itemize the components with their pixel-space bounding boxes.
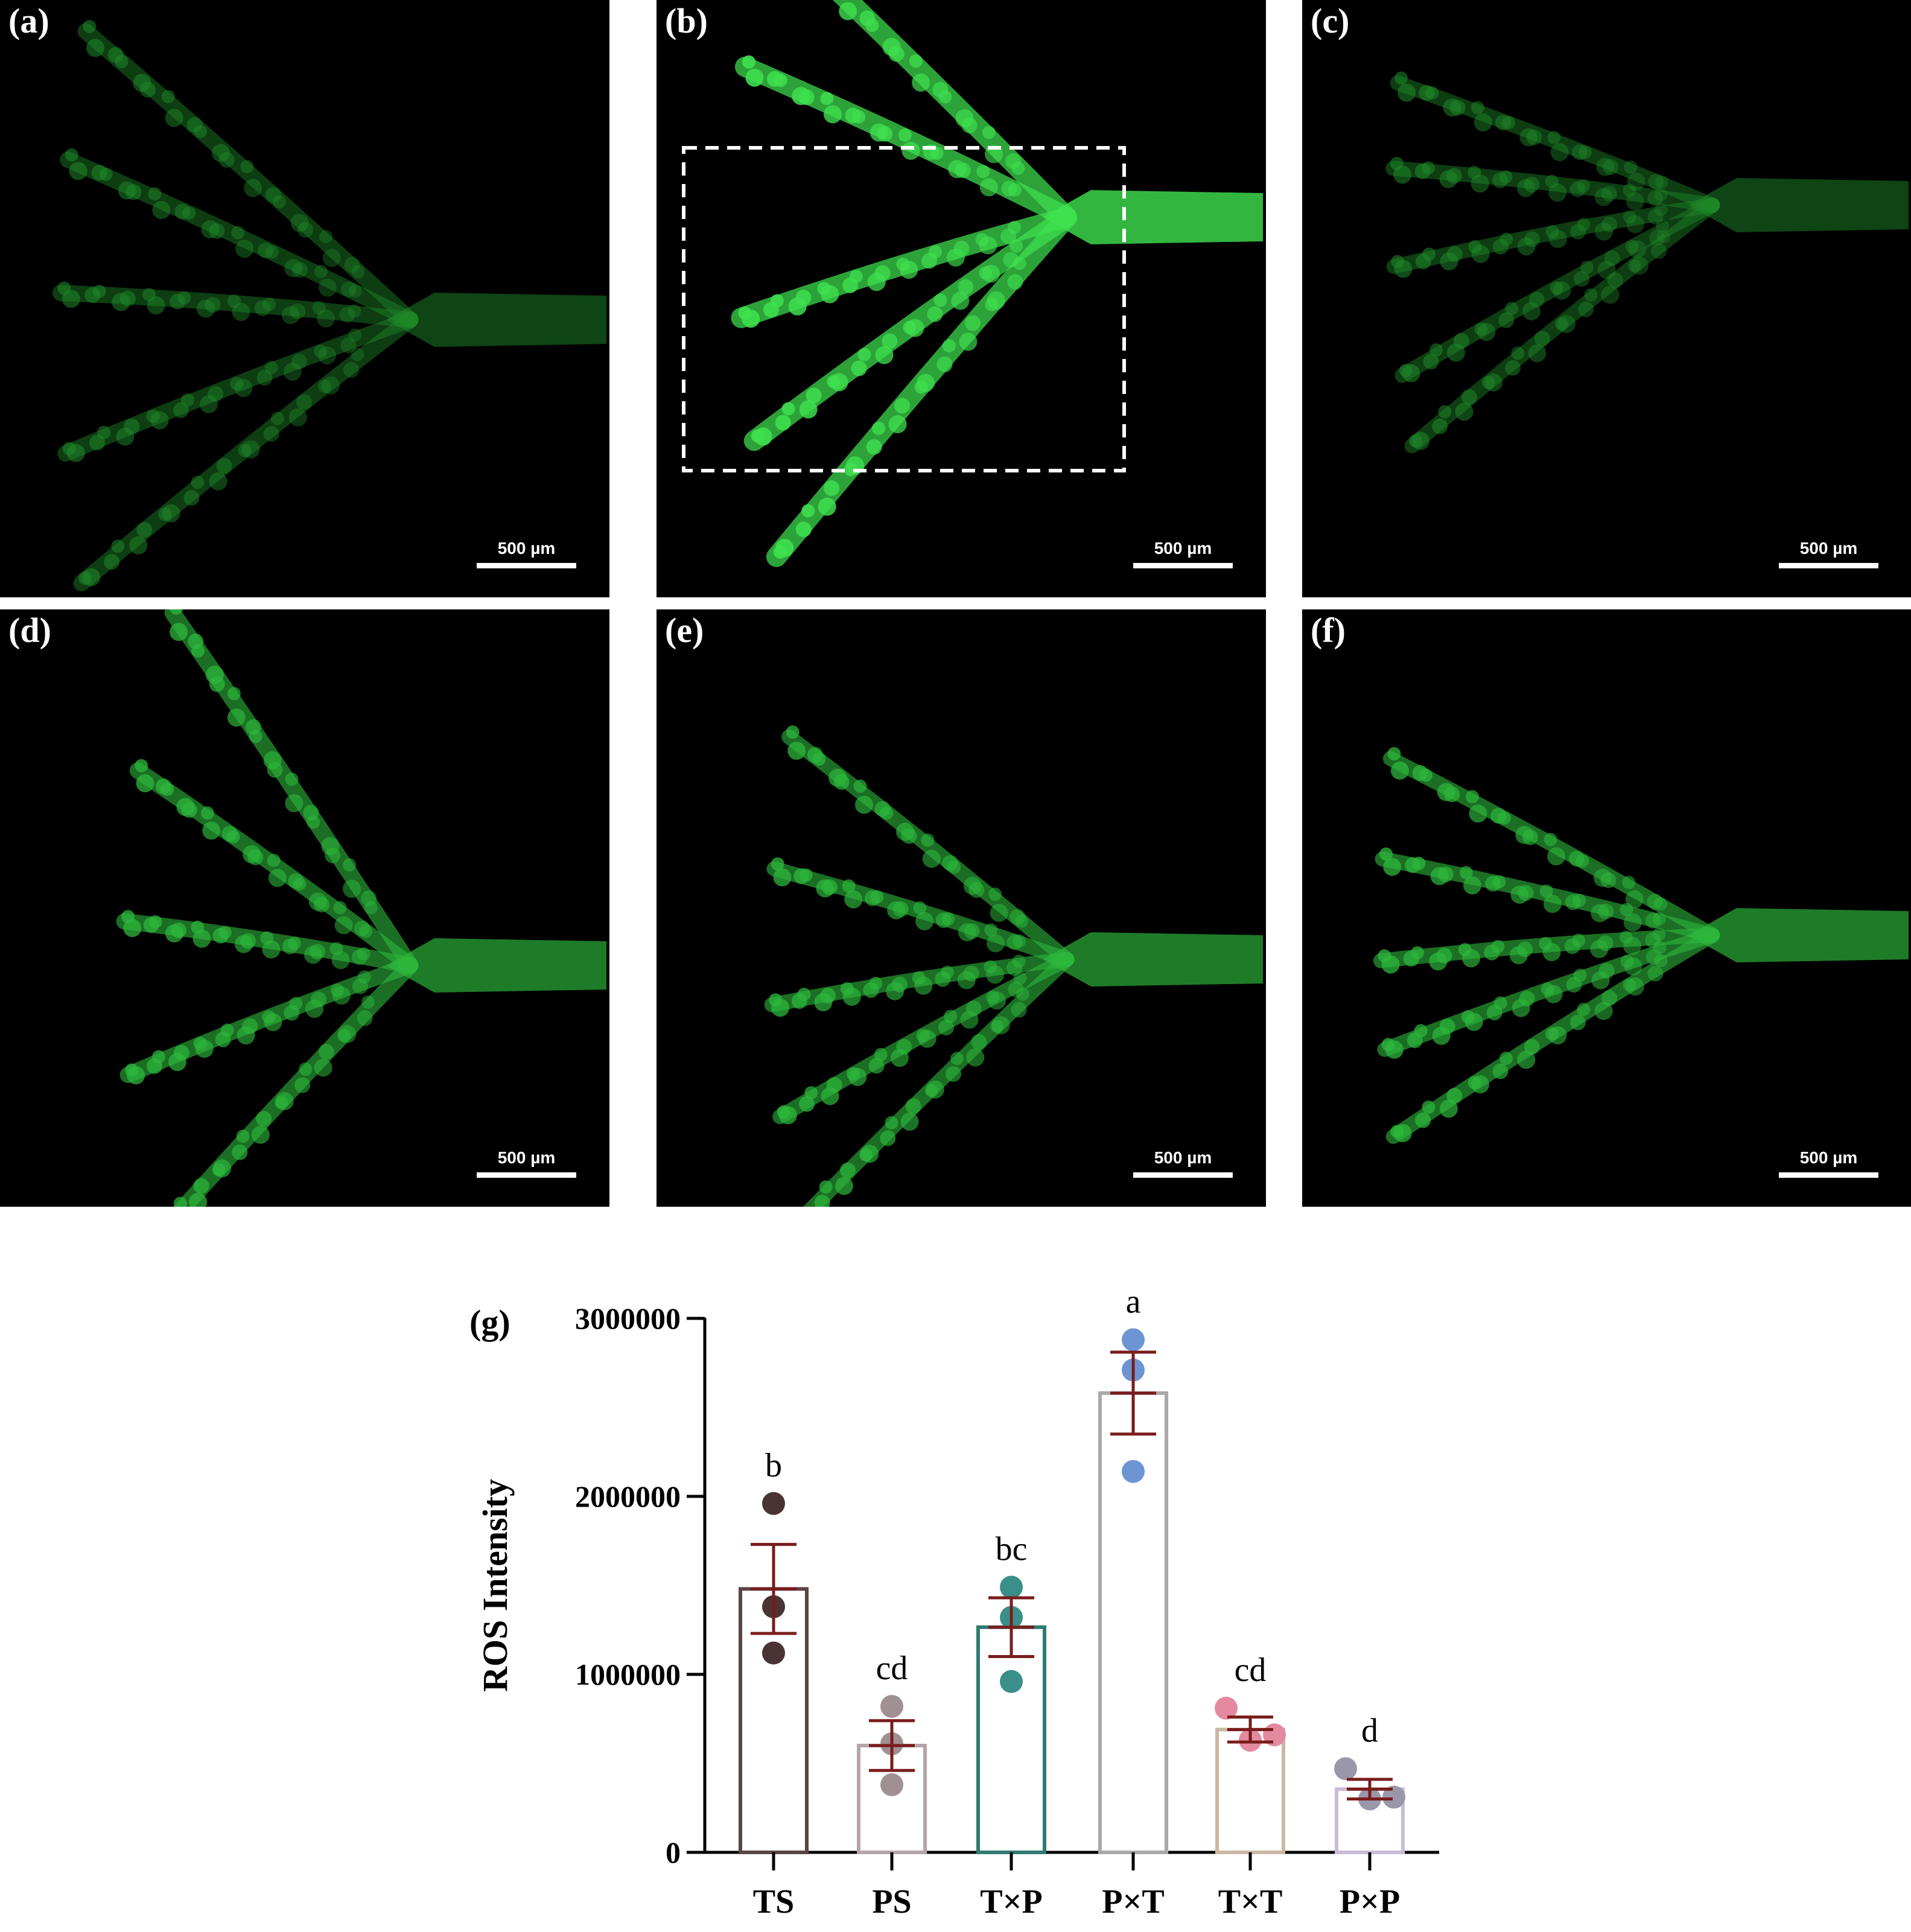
scale-bar-line	[1133, 1172, 1233, 1178]
data-point	[1122, 1460, 1145, 1483]
micrograph-panel: (c) 500 µm	[1302, 0, 1911, 597]
panel-label: (d)	[8, 611, 51, 650]
pistil-fluorescence-image	[116, 609, 606, 1207]
x-tick-label: PS	[872, 1883, 911, 1921]
pistil-fluorescence-image	[1385, 71, 1909, 454]
x-tick-label: P×P	[1340, 1883, 1400, 1921]
ros-intensity-chart: 0 1000000 2000000 3000000 ROS Intensity (g) TS…	[0, 1231, 1911, 1932]
micrograph-panel: (b) 500 µm	[657, 0, 1266, 597]
scale-bar-label: 500 µm	[1154, 539, 1212, 558]
pistil-fluorescence-image	[1373, 747, 1909, 1144]
scale-bar-label: 500 µm	[1154, 1148, 1212, 1167]
scale-bar-label: 500 µm	[497, 1148, 556, 1167]
data-point	[1382, 1785, 1405, 1809]
scale-bar-line	[1133, 563, 1233, 568]
scale-bar: 500 µm	[1133, 540, 1233, 568]
panel-label: (e)	[665, 611, 704, 650]
scale-bar: 500 µm	[1133, 1149, 1233, 1178]
x-tick-label: T×T	[1218, 1883, 1283, 1921]
data-point	[762, 1492, 785, 1515]
data-point	[1334, 1757, 1357, 1781]
scale-bar-label: 500 µm	[497, 539, 556, 558]
y-tick-label: 2000000	[575, 1479, 681, 1513]
pistil-fluorescence-image	[682, 0, 1263, 567]
data-point	[880, 1695, 903, 1718]
scale-bar-line	[1779, 1172, 1878, 1178]
significance-letter: cd	[876, 1650, 908, 1687]
data-point	[1215, 1697, 1238, 1720]
scale-bar-line	[477, 563, 576, 568]
significance-letter: d	[1361, 1712, 1378, 1749]
x-tick-label: TS	[753, 1883, 795, 1921]
scale-bar: 500 µm	[477, 1149, 576, 1178]
error-bar	[988, 1596, 1034, 1658]
error-bar	[1227, 1715, 1273, 1744]
highlight-box	[682, 146, 1126, 472]
y-tick-label: 3000000	[575, 1301, 681, 1335]
x-tick-label: P×T	[1102, 1883, 1164, 1921]
scale-bar-label: 500 µm	[1799, 539, 1858, 558]
significance-letter: cd	[1235, 1651, 1267, 1689]
scale-bar: 500 µm	[477, 540, 576, 568]
significance-letter: bc	[996, 1530, 1028, 1568]
data-point	[1122, 1328, 1145, 1352]
scale-bar: 500 µm	[1779, 540, 1878, 568]
scale-bar-line	[1779, 563, 1878, 568]
micrograph-panel: (e) 500 µm	[657, 609, 1266, 1207]
scale-bar-label: 500 µm	[1799, 1148, 1858, 1167]
scale-bar: 500 µm	[1779, 1149, 1878, 1178]
pistil-fluorescence-image	[52, 20, 606, 591]
x-tick-label: T×P	[980, 1883, 1042, 1921]
micrograph-panel: (d) 500 µm	[0, 609, 609, 1207]
error-bar	[869, 1719, 915, 1772]
pistil-fluorescence-image	[764, 725, 1263, 1207]
y-axis-label: ROS Intensity	[475, 1479, 515, 1692]
scale-bar-line	[477, 1172, 576, 1178]
error-bar	[751, 1543, 797, 1635]
error-bar	[1347, 1778, 1393, 1800]
bar	[976, 1625, 1046, 1854]
data-point	[1000, 1670, 1023, 1693]
y-tick-label: 0	[666, 1835, 681, 1869]
panel-label: (c)	[1311, 1, 1350, 40]
data-point	[762, 1641, 785, 1665]
chart-svg: 0 1000000 2000000 3000000 ROS Intensity (g) TS…	[469, 1283, 1439, 1921]
data-point	[1000, 1575, 1023, 1599]
significance-letter: a	[1126, 1283, 1141, 1320]
y-tick-label: 1000000	[575, 1657, 681, 1691]
panel-label: (a)	[8, 1, 49, 40]
panel-label: (b)	[665, 1, 708, 40]
micrograph-panel: (f) 500 µm	[1302, 609, 1911, 1207]
chart-panel-label: (g)	[469, 1303, 510, 1342]
data-point	[880, 1773, 903, 1796]
significance-letter: b	[765, 1447, 782, 1484]
panel-label: (f)	[1311, 611, 1346, 650]
micrograph-panel: (a) 500 µm	[0, 0, 609, 597]
error-bar	[1110, 1350, 1156, 1436]
